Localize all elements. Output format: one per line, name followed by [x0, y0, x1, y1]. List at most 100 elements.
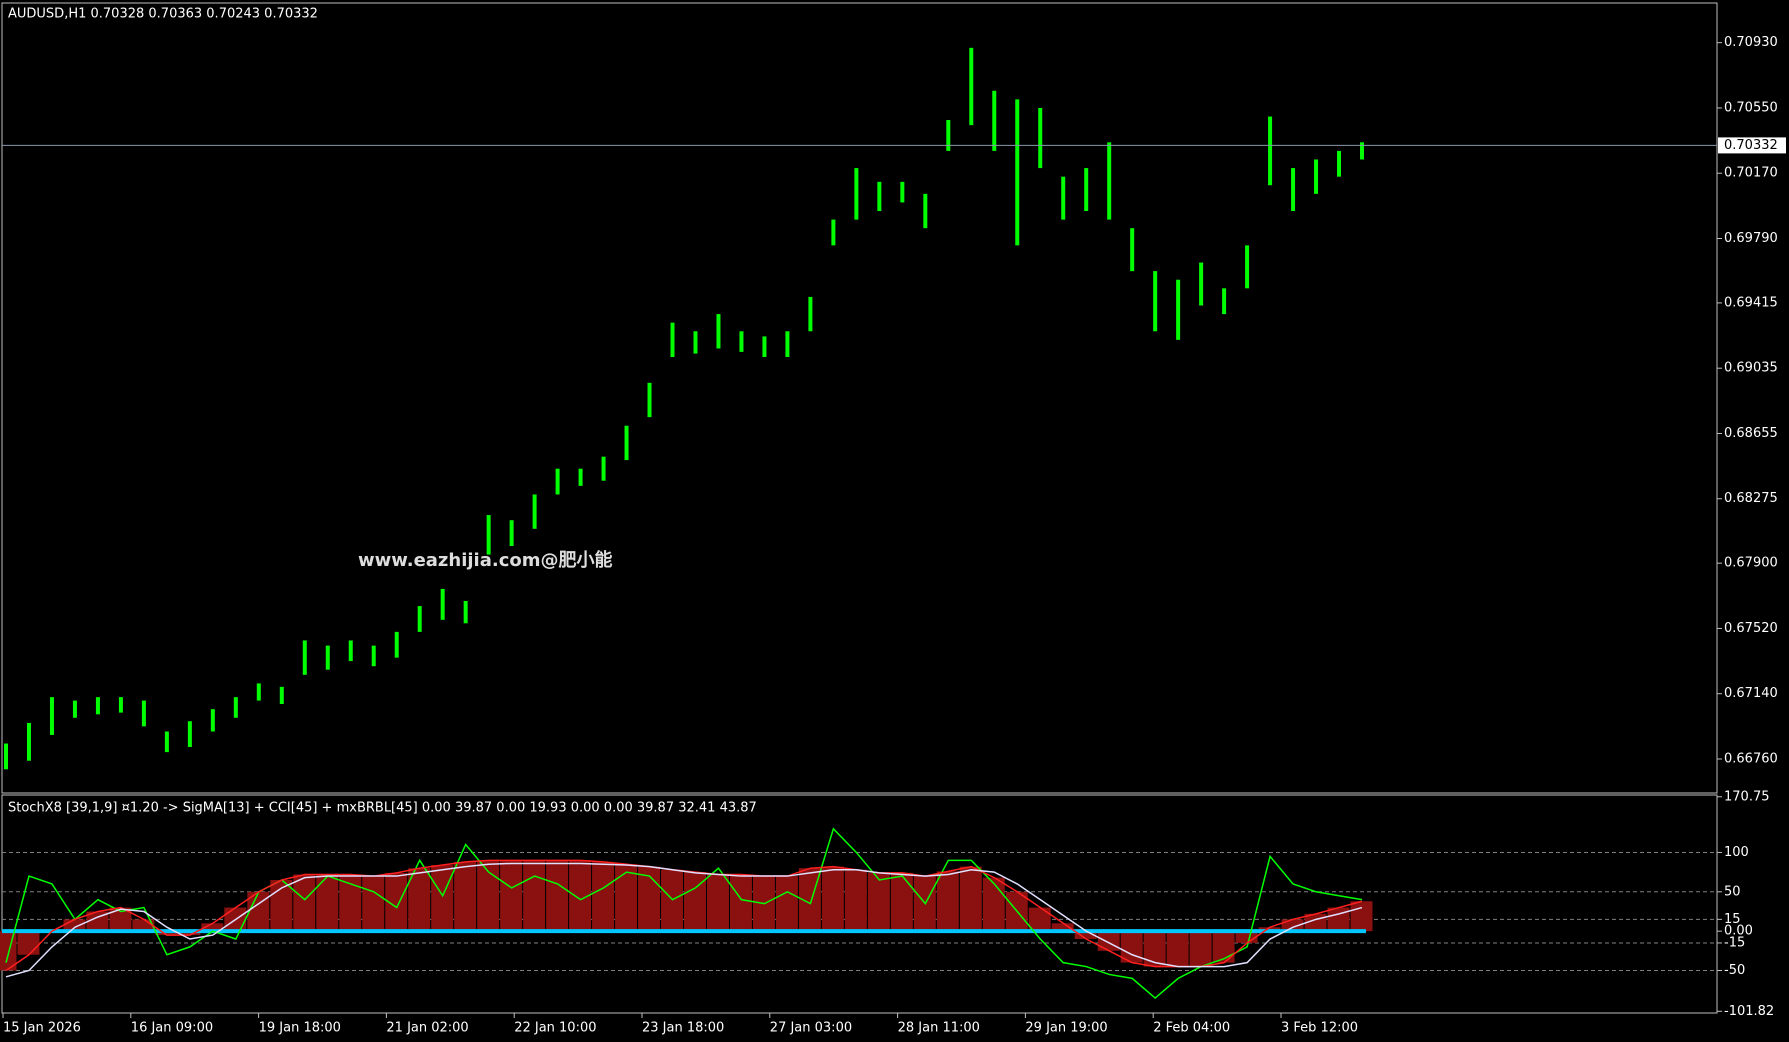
x-tick-label: 21 Jan 02:00 [386, 1021, 468, 1036]
y-tick-label: 50 [1724, 884, 1741, 899]
histogram-bar [1350, 901, 1373, 932]
candle [1199, 262, 1204, 306]
y-tick-label: 0.70170 [1724, 166, 1778, 181]
candle [1291, 168, 1296, 212]
histogram-bar [844, 869, 867, 932]
candle [118, 697, 123, 713]
histogram-bar [431, 865, 454, 932]
candle [26, 722, 31, 761]
indicator-line [5, 862, 1363, 978]
candle [417, 606, 422, 632]
histogram-bar [1097, 931, 1120, 951]
histogram-bar [339, 874, 362, 932]
candle [716, 314, 721, 349]
candle [555, 468, 560, 495]
candle [256, 683, 261, 701]
candle [992, 90, 997, 151]
candle [1176, 279, 1181, 340]
y-tick-label: 0.70550 [1724, 100, 1778, 115]
candle [164, 731, 169, 753]
x-tick-label: 19 Jan 18:00 [259, 1021, 341, 1036]
histogram-bar [500, 860, 523, 932]
histogram-bar [1143, 931, 1166, 967]
histogram-bar [1028, 907, 1051, 932]
candle [348, 640, 353, 662]
y-tick-label: 0.67900 [1724, 556, 1778, 571]
candle [440, 588, 445, 620]
histogram-bar [523, 860, 546, 932]
y-tick-label: 0.69790 [1724, 231, 1778, 246]
histogram-bar [385, 872, 408, 932]
y-tick-label: 100 [1724, 845, 1749, 860]
candle [325, 645, 330, 670]
histogram-bar [867, 872, 890, 932]
histogram-bar [1120, 931, 1143, 963]
y-tick-label: 0.67140 [1724, 686, 1778, 701]
candle [1360, 142, 1364, 160]
candle [1038, 107, 1043, 169]
candle [1015, 99, 1020, 246]
candle [785, 331, 790, 358]
candle [279, 686, 284, 705]
watermark: www.eazhijia.com@肥小能 [358, 549, 613, 571]
candle [302, 640, 307, 675]
x-tick-label: 16 Jan 09:00 [131, 1021, 213, 1036]
x-tick-label: 15 Jan 2026 [3, 1021, 81, 1036]
histogram-bar [569, 860, 592, 932]
histogram-bar [546, 860, 569, 932]
candle [670, 322, 675, 358]
candle [233, 697, 238, 718]
y-tick-label: -15 [1724, 935, 1745, 950]
histogram-bar [1189, 931, 1212, 967]
histogram-bar [86, 911, 109, 932]
x-tick-label: 22 Jan 10:00 [514, 1021, 596, 1036]
histogram-bar [959, 866, 982, 932]
histogram-bar [408, 868, 431, 932]
histogram-bar [454, 861, 477, 932]
indicator-pane [1, 794, 1718, 1014]
candle [532, 494, 537, 529]
candle [739, 331, 744, 352]
candle [762, 336, 767, 358]
candle [1130, 228, 1135, 272]
histogram-bar [316, 874, 339, 932]
price-pane [1, 2, 1718, 794]
histogram-bar [1327, 907, 1350, 932]
histogram-bar [982, 877, 1005, 932]
y-tick-label: 0.69415 [1724, 295, 1778, 310]
histogram-bar [592, 861, 615, 932]
histogram-bar [661, 869, 683, 932]
y-tick-label: 0.66760 [1724, 751, 1778, 766]
histogram-bar [17, 931, 40, 955]
candle [95, 697, 100, 715]
candle [49, 697, 54, 735]
y-tick-label: 0.68275 [1724, 491, 1778, 506]
candle [509, 520, 514, 546]
candle [624, 425, 629, 461]
y-tick-label: -101.82 [1724, 1004, 1774, 1019]
x-tick-label: 2 Feb 04:00 [1153, 1021, 1230, 1036]
y-tick-label: 0.00 [1724, 924, 1753, 939]
candle [371, 645, 376, 667]
candle [72, 700, 77, 718]
histogram-bar [729, 874, 752, 932]
candle [486, 515, 491, 555]
x-tick-label: 28 Jan 11:00 [898, 1021, 980, 1036]
y-tick-label: 0.70930 [1724, 35, 1778, 50]
histogram-bar [109, 907, 132, 932]
y-tick-label: 0.69035 [1724, 361, 1778, 376]
candle [1314, 159, 1319, 194]
histogram-bar [1074, 931, 1097, 940]
candle [1061, 176, 1066, 220]
candle [1084, 168, 1089, 212]
candle [1153, 271, 1158, 332]
y-tick-label: 0.67520 [1724, 621, 1778, 636]
histogram-bar [247, 891, 270, 932]
y-tick-label: 0.68655 [1724, 426, 1778, 441]
candle [4, 743, 8, 770]
candle [693, 331, 698, 354]
candle [601, 456, 606, 481]
histogram-bar [1281, 919, 1304, 932]
candle [854, 168, 859, 220]
